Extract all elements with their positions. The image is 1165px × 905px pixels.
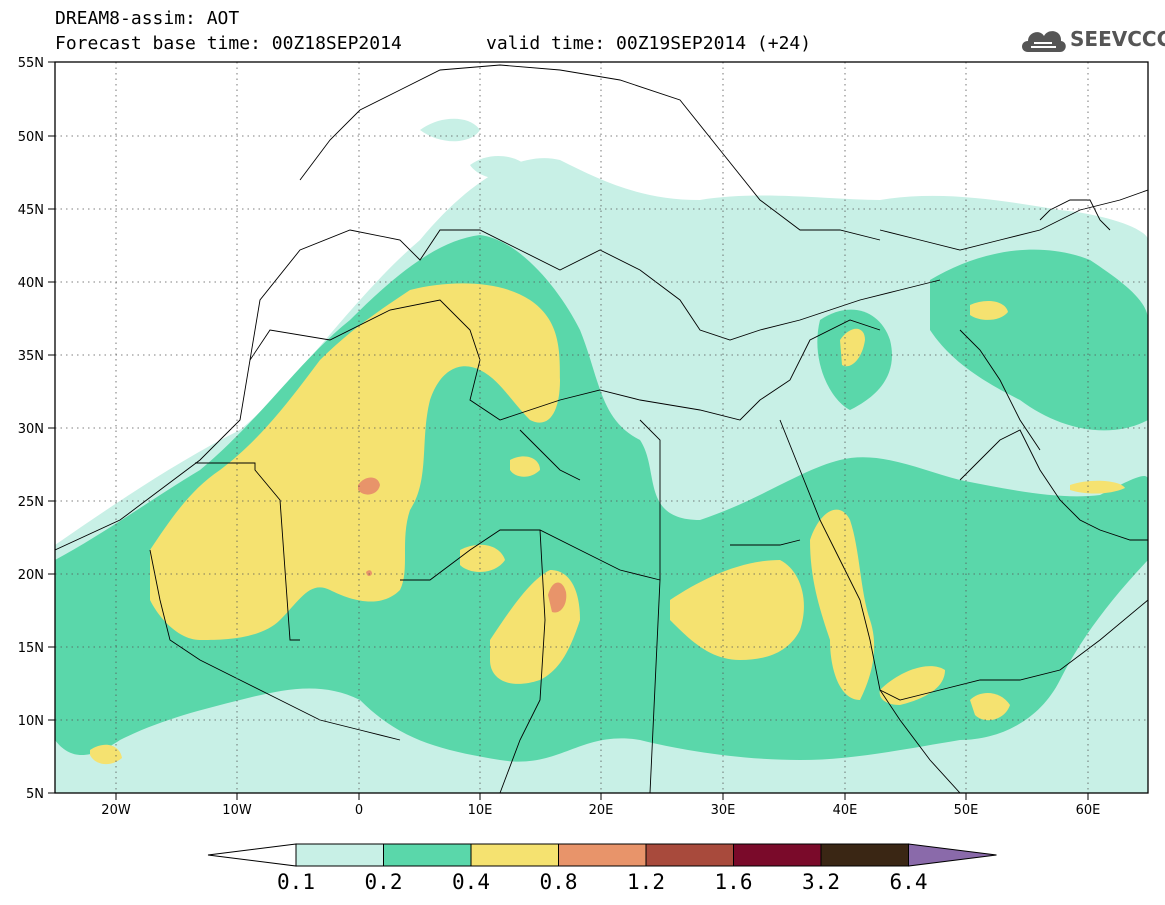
lat-tick-labels: 55N 50N 45N 40N 35N 30N 25N 20N 15N 10N … — [18, 56, 44, 802]
lat-tick-label: 20N — [18, 568, 44, 583]
colorbar-over-triangle — [908, 843, 997, 867]
lat-tick-label: 35N — [18, 349, 44, 364]
lat-tick-label: 15N — [18, 641, 44, 656]
lon-tick-label: 10W — [222, 803, 252, 818]
colorbar-swatch — [470, 843, 559, 867]
lat-tick-label: 55N — [18, 56, 44, 71]
lon-tick-label: 60E — [1076, 803, 1101, 818]
coastlines-borders — [55, 64, 1148, 793]
cloud-icon — [1022, 31, 1066, 52]
colorbar-label: 1.2 — [627, 870, 665, 894]
logo-text: SEEVCCC — [1070, 27, 1165, 51]
colorbar — [207, 843, 997, 867]
lat-tick-label: 10N — [18, 714, 44, 729]
colorbar-swatch — [820, 843, 909, 867]
colorbar-swatch — [733, 843, 822, 867]
lon-tick-label: 10E — [468, 803, 493, 818]
lat-tick-label: 50N — [18, 130, 44, 145]
lon-tick-label: 30E — [711, 803, 736, 818]
base-time-label: Forecast base time: 00Z18SEP2014 — [55, 33, 402, 54]
colorbar-swatch — [295, 843, 384, 867]
lon-tick-label: 50E — [954, 803, 979, 818]
colorbar-label: 0.1 — [277, 870, 315, 894]
colorbar-label: 6.4 — [889, 870, 928, 894]
lat-tick-label: 45N — [18, 203, 44, 218]
lon-tick-label: 40E — [833, 803, 858, 818]
aot-fields — [55, 64, 1148, 793]
lat-tick-label: 5N — [26, 787, 44, 802]
lat-tick-label: 25N — [18, 495, 44, 510]
axis-ticks — [48, 61, 1089, 800]
lon-tick-label: 20W — [101, 803, 131, 818]
chart-title: DREAM8-assim: AOT — [55, 8, 240, 29]
colorbar-swatch — [645, 843, 734, 867]
lon-tick-label: 0 — [355, 803, 363, 818]
colorbar-swatch — [558, 843, 647, 867]
colorbar-swatch — [383, 843, 472, 867]
aot-band-0.4 — [90, 283, 1125, 765]
colorbar-label: 0.4 — [452, 870, 490, 894]
grid-lines — [55, 62, 1148, 793]
seevccc-logo: SEEVCCC — [1018, 22, 1165, 58]
lon-tick-labels: 20W 10W 0 10E 20E 30E 40E 50E 60E — [101, 803, 1100, 818]
colorbar-label: 1.6 — [714, 870, 753, 894]
colorbar-label: 0.2 — [364, 870, 403, 894]
colorbar-label: 0.8 — [539, 870, 578, 894]
valid-time-label: valid time: 00Z19SEP2014 (+24) — [486, 33, 812, 54]
lat-tick-label: 30N — [18, 422, 44, 437]
aot-band-0.8 — [358, 477, 567, 613]
lon-tick-label: 20E — [589, 803, 614, 818]
lat-tick-label: 40N — [18, 276, 44, 291]
colorbar-under-triangle — [207, 843, 297, 867]
colorbar-label: 3.2 — [802, 870, 840, 894]
